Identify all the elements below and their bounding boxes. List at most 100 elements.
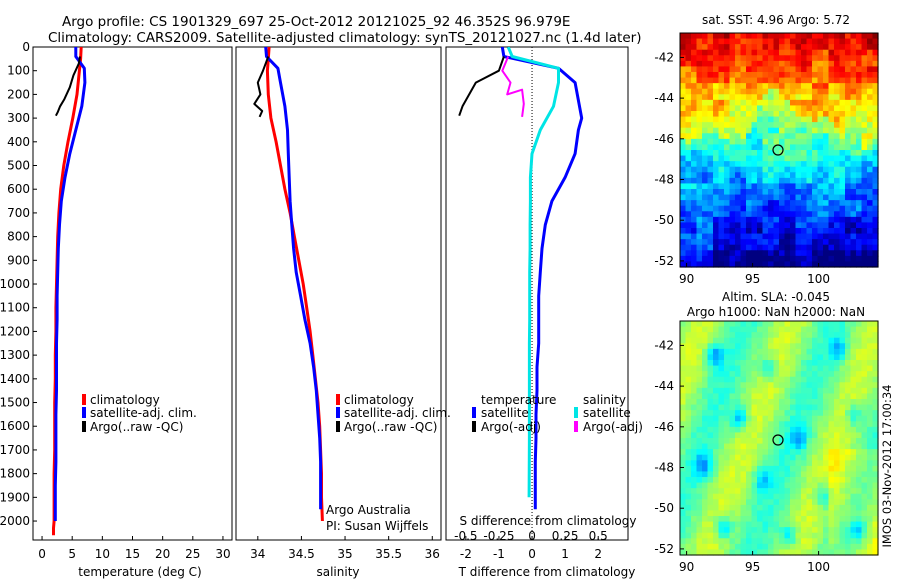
map-cell — [740, 88, 747, 95]
map-cell — [850, 127, 857, 134]
map-cell — [784, 116, 791, 123]
map-cell — [718, 222, 725, 229]
map-cell — [746, 261, 753, 268]
legend-title-temperature: temperature — [481, 393, 556, 407]
map-cell — [691, 177, 698, 185]
map-cell — [872, 499, 879, 506]
map-cell — [861, 49, 868, 56]
map-cell — [740, 477, 747, 484]
map-cell — [713, 443, 720, 450]
map-cell — [751, 150, 758, 157]
map-cell — [806, 404, 813, 411]
map-cell — [812, 127, 819, 134]
map-cell — [762, 465, 769, 473]
map-cell — [762, 222, 769, 229]
map-cell — [801, 348, 808, 356]
map-cell — [828, 348, 835, 356]
map-cell — [751, 432, 758, 439]
map-cell — [823, 443, 830, 450]
map-cell — [751, 189, 758, 196]
map-cell — [724, 38, 731, 45]
map-cell — [691, 460, 698, 467]
legend-swatch-salinity-satellite — [574, 407, 578, 418]
map-cell — [707, 321, 714, 328]
map-cell — [751, 321, 758, 328]
map-cell — [757, 360, 764, 367]
map-cell — [817, 33, 824, 40]
map-cell — [812, 33, 819, 40]
map-cell — [746, 49, 753, 56]
map-cell — [795, 38, 802, 45]
map-cell — [707, 521, 714, 528]
map-cell — [768, 343, 775, 350]
map-cell — [867, 244, 874, 251]
map-cell — [735, 477, 742, 484]
map-cell — [806, 399, 813, 406]
map-cell — [773, 426, 780, 434]
map-cell — [872, 438, 879, 445]
map-cell — [872, 376, 879, 383]
map-cell — [762, 228, 769, 235]
map-cell — [779, 60, 786, 68]
map-cell — [856, 127, 863, 134]
map-cell — [696, 332, 703, 339]
map-cell — [757, 521, 764, 528]
map-cell — [856, 211, 863, 218]
map-cell — [746, 105, 753, 112]
map-cell — [757, 127, 764, 134]
map-cell — [856, 404, 863, 411]
map-cell — [691, 499, 698, 506]
map-cell — [779, 493, 786, 500]
map-cell — [828, 38, 835, 45]
map-cell — [702, 376, 709, 383]
map-cell — [751, 382, 758, 389]
map-cell — [707, 200, 714, 207]
map-cell — [740, 348, 747, 356]
map-cell — [735, 415, 742, 422]
map-cell — [685, 161, 692, 168]
map-cell — [790, 166, 797, 173]
map-cell — [861, 510, 868, 517]
map-cell — [680, 122, 687, 129]
map-cell — [762, 415, 769, 422]
map-cell — [839, 516, 846, 523]
map-cell — [740, 471, 747, 478]
map-cell — [768, 127, 775, 134]
map-cell — [845, 399, 852, 406]
map-cell — [817, 144, 824, 151]
map-cell — [707, 72, 714, 79]
map-cell — [735, 493, 742, 500]
map-cell — [823, 205, 830, 212]
map-cell — [696, 343, 703, 350]
map-cell — [702, 538, 709, 545]
map-cell — [757, 326, 764, 333]
map-cell — [795, 99, 802, 107]
map-cell — [685, 482, 692, 489]
map-cell — [768, 438, 775, 445]
map-cell — [806, 250, 813, 257]
map-cell — [817, 477, 824, 484]
map-cell — [850, 49, 857, 56]
map-cell — [740, 44, 747, 51]
map-cell — [768, 49, 775, 56]
map-cell — [856, 111, 863, 118]
map-cell — [729, 371, 736, 378]
map-cell — [724, 337, 731, 344]
map-cell — [718, 166, 725, 173]
map-cell — [812, 261, 819, 268]
map-cell — [801, 38, 808, 45]
map-cell — [718, 410, 725, 417]
map-cell — [812, 144, 819, 151]
map-cell — [801, 49, 808, 56]
map-cell — [823, 72, 830, 79]
map-cell — [729, 543, 736, 551]
map-cell — [839, 460, 846, 467]
map-cell — [812, 393, 819, 400]
map-cell — [751, 116, 758, 123]
map-cell — [850, 99, 857, 107]
map-cell — [707, 161, 714, 168]
map-cell — [867, 432, 874, 439]
map-cell — [707, 538, 714, 545]
map-cell — [806, 321, 813, 328]
map-cell — [746, 332, 753, 339]
